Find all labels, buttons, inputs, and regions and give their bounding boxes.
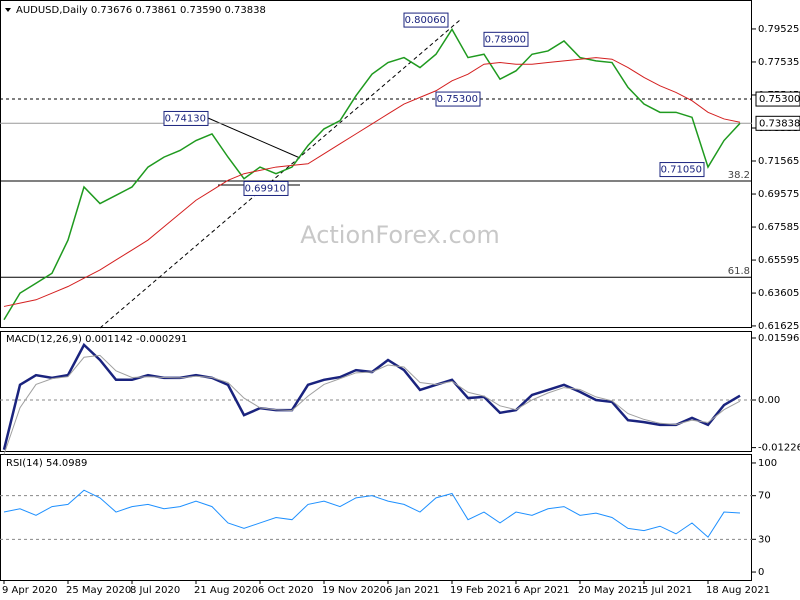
level-box	[755, 91, 800, 107]
fib-label: 38.2	[728, 170, 750, 181]
main-title: AUDUSD,Daily 0.73676 0.73861 0.73590 0.7…	[16, 5, 266, 16]
series-line	[3, 354, 741, 455]
level-box	[755, 115, 800, 131]
y-tick-label: 0.77535	[758, 57, 799, 68]
x-tick-label: 6 Oct 2020	[258, 585, 313, 596]
price-label-box	[659, 162, 705, 178]
y-tick-label: 0.79525	[758, 24, 799, 35]
price-label-box	[243, 180, 289, 196]
price-label: 0.74130	[165, 113, 206, 124]
level-label: 0.73838	[759, 118, 800, 129]
x-tick-label: 19 Nov 2020	[322, 585, 386, 596]
x-tick-label: 25 May 2020	[66, 585, 131, 596]
rsi-title: RSI(14) 54.0989	[6, 458, 87, 469]
y-tick-label: 30	[758, 534, 771, 545]
y-tick-label: 0.00	[758, 395, 780, 406]
price-label-box	[483, 31, 529, 47]
x-tick-label: 5 Jul 2021	[642, 585, 692, 596]
y-tick-label: 70	[758, 491, 771, 502]
y-tick-label: -0.01226	[758, 443, 800, 454]
price-label-box	[435, 91, 481, 107]
x-tick-label: 20 May 2021	[578, 585, 643, 596]
y-tick-label: 0	[758, 567, 764, 578]
x-tick-label: 6 Jan 2021	[386, 585, 440, 596]
menu-icon	[5, 8, 11, 12]
y-tick-label: 100	[758, 458, 777, 469]
series-line	[3, 489, 741, 538]
y-tick-label: 0.61625	[758, 321, 799, 332]
y-tick-label: 0.69575	[758, 189, 799, 200]
fib-label: 61.8	[728, 266, 750, 277]
y-tick-label: 0.65595	[758, 255, 799, 266]
level-label: 0.75300	[759, 94, 800, 105]
rsi-panel	[0, 454, 752, 581]
series-line	[3, 27, 741, 321]
y-tick-label: 0.67585	[758, 222, 799, 233]
price-label: 0.80060	[405, 15, 446, 26]
series-line	[2, 342, 741, 451]
watermark: ActionForex.com	[300, 221, 500, 249]
x-tick-label: 9 Apr 2020	[2, 585, 57, 596]
x-tick-label: 21 Aug 2020	[194, 585, 258, 596]
price-label-box	[403, 12, 449, 28]
y-tick-label: 0.015968	[758, 333, 800, 344]
price-label: 0.75300	[437, 94, 478, 105]
triangle-line	[207, 117, 301, 159]
x-tick-label: 6 Apr 2021	[514, 585, 569, 596]
price-label: 0.71050	[661, 165, 702, 176]
main-panel	[0, 0, 752, 328]
x-tick-label: 19 Feb 2021	[450, 585, 512, 596]
macd-panel	[0, 331, 752, 452]
x-tick-label: 18 Aug 2021	[706, 585, 770, 596]
price-label-box	[163, 110, 209, 126]
series-line	[3, 57, 741, 307]
macd-title: MACD(12,26,9) 0.001142 -0.000291	[6, 334, 187, 345]
price-label: 0.69910	[245, 183, 286, 194]
trend-line	[99, 19, 461, 329]
price-label: 0.78900	[485, 34, 526, 45]
y-tick-label: 0.63605	[758, 288, 799, 299]
x-tick-label: 8 Jul 2020	[130, 585, 180, 596]
y-tick-label: 0.71565	[758, 156, 799, 167]
